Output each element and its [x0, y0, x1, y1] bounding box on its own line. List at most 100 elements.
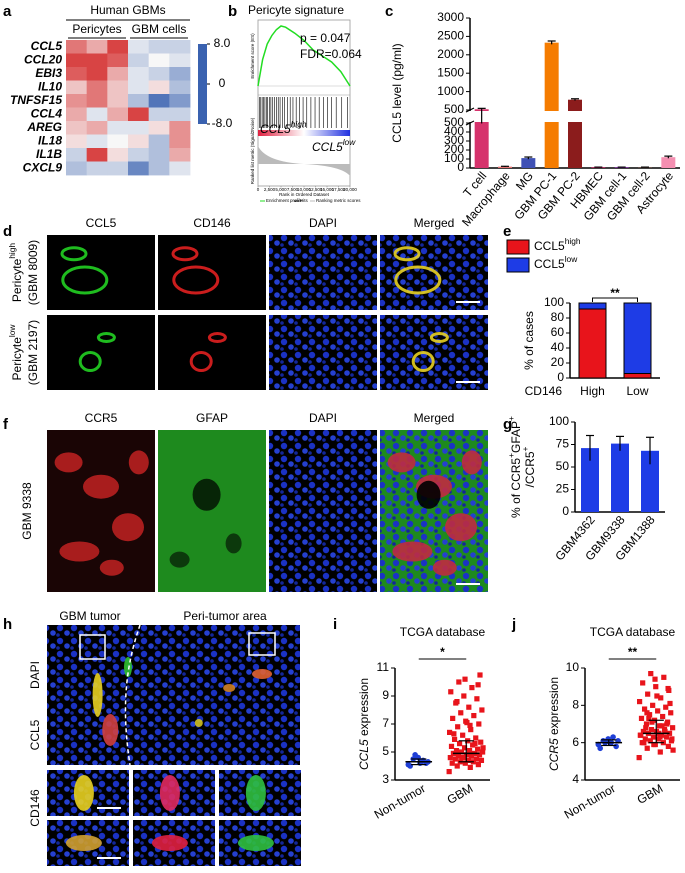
signal: [237, 835, 274, 851]
heatmap-cell: [107, 161, 129, 176]
row-label: IL1B: [36, 147, 62, 161]
bar-segment: [623, 302, 652, 374]
y-tick-label: 200: [444, 142, 464, 156]
x-tick-label: High: [580, 384, 605, 398]
group-label: Pericytes: [72, 22, 121, 36]
heatmap-cell: [128, 80, 150, 95]
point: [644, 710, 650, 716]
summary-bar: [595, 739, 623, 747]
point: [655, 708, 661, 714]
point: [660, 713, 666, 720]
image-label: GBM tumor: [59, 609, 120, 623]
point: [668, 710, 674, 716]
point: [458, 710, 464, 716]
signal: [194, 719, 203, 727]
micrograph: [47, 770, 129, 816]
y-tick-label: 0: [457, 160, 464, 174]
heatmap-cell: [107, 94, 129, 108]
signal: [61, 265, 109, 295]
x-tick-label: 10,000: [297, 187, 311, 192]
heatmap-cell: [107, 40, 129, 54]
heatmap-cell: [86, 80, 108, 95]
heatmap-cell: [66, 67, 88, 81]
point: [456, 679, 462, 685]
heatmap-cell: [169, 134, 191, 149]
summary-bar: [642, 719, 670, 744]
point: [642, 736, 648, 742]
y-axis-label-part: % of CCR5: [509, 458, 523, 518]
point: [638, 732, 644, 738]
x-tick-label: 17,500: [332, 187, 346, 192]
legend-label: Ranking metric scores: [316, 198, 361, 203]
colorbar-label: 8.0: [214, 36, 231, 50]
y-tick-label: 500: [444, 115, 464, 129]
y-tick-label: 80: [551, 310, 565, 324]
legend-label: CCL5low: [534, 254, 578, 271]
signal: [60, 246, 88, 262]
image-bg: [47, 315, 155, 390]
y-axis-label-part: +: [506, 416, 516, 421]
heatmap-cell: [107, 53, 129, 68]
heatmap-cell: [107, 67, 129, 81]
panel-letter: b: [228, 3, 237, 20]
heatmap-cell: [86, 94, 108, 108]
y-tick-label: 60: [551, 325, 565, 339]
image-bg: [158, 430, 266, 592]
nuclei: [269, 235, 377, 310]
y-tick-label: 3000: [437, 10, 464, 24]
point: [476, 752, 483, 758]
y-axis-label-part: expression: [547, 677, 561, 738]
point: [643, 725, 649, 731]
y-axis-label: Ranked list metric (Signal2Noise): [250, 117, 255, 184]
micrograph: [219, 770, 301, 816]
heatmap-cell: [66, 121, 88, 135]
point: [475, 682, 481, 688]
colorbar-label: 0: [219, 76, 226, 90]
point: [468, 753, 475, 759]
group-label-part: CCL5: [312, 140, 343, 154]
heatmap-cell: [107, 121, 129, 135]
heatmap-cell: [128, 134, 150, 149]
point: [475, 762, 481, 768]
column-header: GFAP: [196, 411, 228, 425]
column-header: CCL5: [86, 216, 117, 230]
point: [480, 749, 486, 755]
point: [451, 731, 457, 737]
heatmap-cell: [148, 94, 170, 108]
y-axis-label-part: GFAP: [509, 421, 523, 453]
heatmap-cell: [169, 161, 191, 176]
point: [648, 671, 654, 677]
point: [644, 745, 650, 751]
point: [472, 741, 478, 747]
row-label: Pericytehigh: [7, 243, 24, 303]
image-label: Peri-tumor area: [183, 609, 267, 623]
colorbar-label: -8.0: [212, 116, 233, 130]
point: [478, 757, 485, 763]
signal: [252, 669, 273, 679]
point: [659, 723, 665, 729]
channel-label: CD146: [28, 789, 42, 827]
row-label-part: Pericyte: [10, 258, 24, 302]
y-tick-label: 9: [382, 688, 389, 702]
y-tick-label: 500: [444, 102, 464, 116]
y-tick-label: 6: [572, 735, 579, 749]
nuclei: [269, 430, 377, 592]
point: [446, 769, 452, 775]
column-header: Merged: [414, 216, 455, 230]
axis-break: [462, 111, 682, 122]
significance: **: [628, 645, 638, 659]
point: [446, 729, 453, 735]
channel-label: CCL5: [28, 719, 42, 750]
row-label: IL10: [38, 79, 62, 93]
signal: [102, 714, 119, 746]
x-tick-label: Non-tumor: [372, 781, 428, 821]
signal: [392, 541, 433, 562]
image-bg: [158, 315, 266, 390]
error-bar: [664, 155, 673, 159]
micrograph: [47, 625, 300, 765]
heatmap-cell: [128, 107, 150, 122]
annotation: FDR=0.064: [300, 47, 362, 61]
group-label-part: low: [343, 137, 357, 147]
point: [453, 748, 460, 754]
heatmap-cell: [86, 40, 108, 54]
